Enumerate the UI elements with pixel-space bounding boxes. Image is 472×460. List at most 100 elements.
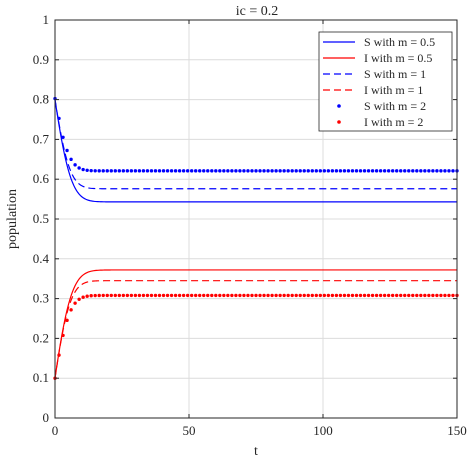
series-i-with-m-2-point bbox=[206, 293, 210, 298]
series-s-with-m-2-point bbox=[189, 169, 194, 173]
series-i-with-m-2-point bbox=[342, 293, 347, 298]
series-s-with-m-2 bbox=[53, 96, 459, 173]
series-s-with-m-2-point bbox=[250, 169, 254, 173]
series-s-with-m-2-point bbox=[350, 169, 355, 173]
series-s-with-m-2-point bbox=[290, 169, 294, 173]
series-i-with-m-2-point bbox=[161, 293, 166, 298]
y-tick-label: 0.4 bbox=[33, 251, 50, 266]
series-s-with-m-2-point bbox=[185, 169, 190, 173]
series-s-with-m-2-point bbox=[302, 169, 306, 173]
series-i-with-m-2-point bbox=[210, 293, 214, 298]
series-i-with-m-2-point bbox=[97, 293, 101, 298]
series-s-with-m-2-point bbox=[117, 169, 122, 173]
series-s-with-m-2-point bbox=[262, 169, 266, 173]
series-i-with-m-2-point bbox=[390, 293, 395, 298]
series-s-with-m-2-point bbox=[310, 169, 314, 173]
series-s-with-m-2-point bbox=[125, 169, 130, 173]
series-s-with-m-2-point bbox=[390, 169, 395, 173]
series-s-with-m-2-point bbox=[177, 169, 182, 173]
series-i-with-m-2-point bbox=[105, 293, 109, 298]
series-s-with-m-2-point bbox=[278, 169, 282, 173]
series-s-with-m-2-point bbox=[254, 169, 258, 173]
series-s-with-m-2-point bbox=[214, 169, 218, 173]
series-s-with-m-2-point bbox=[294, 169, 298, 173]
series-i-with-m-2-point bbox=[157, 293, 162, 298]
series-s-with-m-2-point bbox=[210, 169, 214, 173]
series-i-with-m-2-point bbox=[185, 293, 190, 298]
series-i-with-m-2-point bbox=[439, 293, 443, 298]
series-i-with-m-2-point bbox=[330, 293, 335, 298]
series-i-with-m-2-point bbox=[431, 293, 435, 298]
series-s-with-m-2-point bbox=[93, 169, 97, 173]
series-s-with-m-2-point bbox=[338, 169, 343, 173]
series-i-with-m-2-point bbox=[411, 293, 415, 298]
series-s-with-m-2-point bbox=[447, 169, 451, 173]
series-s-with-m-2-point bbox=[69, 157, 73, 162]
series-s-with-m-2-point bbox=[366, 169, 371, 173]
series-i-with-m-2-point bbox=[346, 293, 351, 298]
y-tick-label: 0.5 bbox=[33, 211, 49, 226]
legend-box bbox=[318, 31, 453, 132]
series-s-with-m-2-point bbox=[399, 169, 403, 173]
series-i-with-m-2-point bbox=[314, 293, 318, 298]
legend-i-with-m-2-label: I with m = 2 bbox=[364, 115, 423, 129]
series-s-with-m-2-point bbox=[378, 169, 383, 173]
series-s-with-m-2-point bbox=[382, 169, 387, 173]
series-s-with-m-2-point bbox=[65, 148, 69, 153]
series-i-with-m-2-point bbox=[250, 293, 254, 298]
series-s-with-m-2-point bbox=[113, 169, 118, 173]
series-i-with-m-2-point bbox=[407, 293, 411, 298]
y-tick-label: 0 bbox=[43, 410, 50, 425]
series-i-with-m-2-point bbox=[61, 333, 65, 338]
series-i-with-m-2-point bbox=[181, 293, 186, 298]
y-tick-label: 0.7 bbox=[33, 131, 50, 146]
series-s-with-m-2-point bbox=[451, 169, 455, 173]
series-s-with-m-2-point bbox=[57, 116, 61, 121]
series-i-with-m-2-point bbox=[198, 293, 202, 298]
y-tick-label: 0.2 bbox=[33, 330, 49, 345]
series-i-with-m-2-point bbox=[399, 293, 403, 298]
series-s-with-m-2-point bbox=[161, 169, 166, 173]
series-i-with-m-2-point bbox=[306, 293, 310, 298]
series-i-with-m-2-point bbox=[242, 293, 246, 298]
series-i-with-m-2-point bbox=[234, 293, 238, 298]
series-i-with-m-2-point bbox=[89, 294, 93, 298]
series-s-with-m-2-point bbox=[411, 169, 415, 173]
series-s-with-m-2-point bbox=[431, 169, 435, 173]
series-s-with-m-2-point bbox=[129, 169, 134, 173]
series-s-with-m-2-point bbox=[226, 169, 230, 173]
series-i-with-m-2-point bbox=[350, 293, 355, 298]
series-i-with-m-2-point bbox=[278, 293, 282, 298]
x-tick-label: 50 bbox=[183, 423, 196, 438]
series-s-with-m-2-point bbox=[105, 169, 109, 173]
legend: S with m = 0.5 I with m = 0.5 S with m = 1… bbox=[318, 31, 453, 132]
series-s-with-m-2-point bbox=[246, 169, 250, 173]
series-i-with-m-2-point bbox=[129, 293, 134, 298]
series-i-with-m-2-point bbox=[310, 293, 314, 298]
series-s-with-m-2-point bbox=[218, 169, 222, 173]
series-i-with-m-2-point bbox=[395, 293, 399, 298]
series-s-with-m-2-point bbox=[270, 169, 274, 173]
series-s-with-m-2-point bbox=[61, 135, 65, 139]
series-i-with-m-2-point bbox=[419, 293, 423, 298]
series-i-with-m-2-point bbox=[447, 293, 451, 298]
series-s-with-m-2-point bbox=[439, 169, 443, 173]
series-i-with-m-2-point bbox=[85, 294, 89, 298]
series-s-with-m-0-5-line bbox=[54, 99, 457, 203]
series-s-with-m-2-point bbox=[258, 169, 262, 173]
series-i-with-m-2-point bbox=[222, 293, 226, 298]
series-i-with-m-2-point bbox=[290, 293, 294, 298]
x-tick-label: 150 bbox=[447, 423, 467, 438]
x-tick-label: 0 bbox=[52, 423, 59, 438]
series-i-with-m-2-point bbox=[326, 293, 331, 298]
series-s-with-m-2-point bbox=[230, 169, 234, 173]
series-i-with-m-2-point bbox=[415, 293, 419, 298]
series-i-with-m-2-point bbox=[214, 293, 218, 298]
series-s-with-m-2-point bbox=[133, 169, 138, 173]
series-s-with-m-2-point bbox=[73, 163, 77, 167]
series-i-with-m-2-point bbox=[69, 308, 73, 312]
legend-i-with-m-2-marker bbox=[337, 120, 341, 124]
series-s-with-m-2-point bbox=[145, 169, 150, 173]
series-i-with-m-2-point bbox=[125, 293, 130, 298]
series-s-with-m-2-point bbox=[362, 169, 367, 173]
